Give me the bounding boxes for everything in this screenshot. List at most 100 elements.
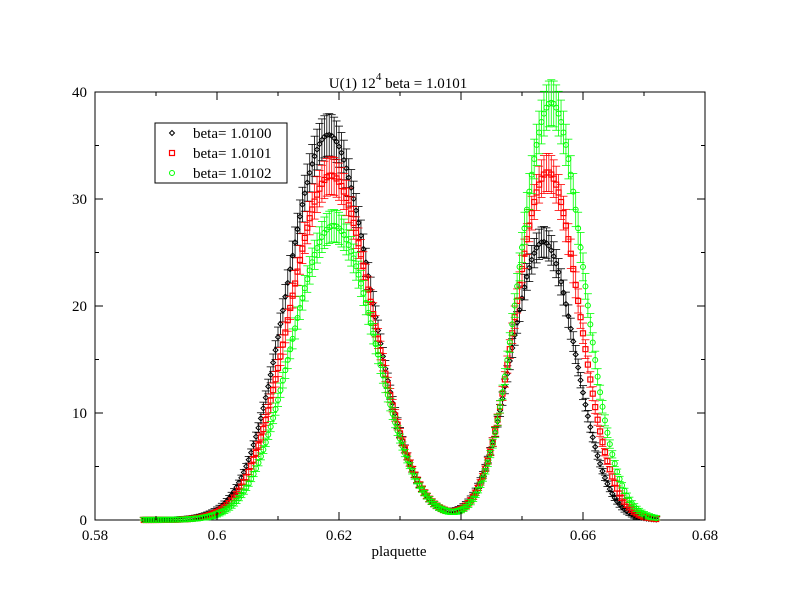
data-point: [597, 389, 604, 396]
legend-label: beta= 1.0102: [193, 166, 271, 182]
data-point: [284, 356, 291, 363]
data-point: [289, 252, 296, 259]
data-point: [552, 260, 560, 267]
data-point: [250, 441, 257, 449]
data-point: [260, 425, 267, 433]
data-point: [477, 481, 484, 488]
data-point: [401, 450, 408, 457]
y-tick-label: 30: [72, 192, 87, 208]
data-point: [311, 153, 318, 160]
data-point: [279, 341, 286, 348]
data-point: [472, 491, 479, 498]
data-point: [492, 429, 499, 436]
data-point: [316, 140, 323, 148]
data-point: [287, 346, 294, 353]
data-point: [394, 427, 401, 434]
data-point: [587, 423, 594, 431]
data-point: [321, 133, 328, 141]
data-point: [528, 256, 535, 263]
data-point: [611, 460, 618, 467]
data-point: [387, 401, 394, 408]
data-point: [601, 449, 609, 456]
data-point: [260, 446, 267, 453]
data-point: [284, 317, 291, 324]
data-point: [299, 201, 306, 208]
data-point: [562, 300, 570, 308]
data-point: [596, 460, 604, 468]
data-point: [570, 188, 577, 195]
data-point: [582, 401, 589, 408]
data-point: [384, 392, 391, 399]
data-point: [262, 439, 269, 446]
data-point: [338, 149, 345, 156]
data-point: [257, 434, 265, 441]
data-point: [306, 169, 313, 177]
data-point: [587, 376, 594, 383]
data-point: [370, 330, 377, 337]
data-point: [574, 364, 582, 371]
data-point: [580, 263, 586, 270]
data-point: [506, 339, 513, 346]
data-point: [582, 346, 589, 353]
data-point: [606, 485, 614, 493]
data-point: [511, 302, 518, 309]
data-point: [575, 297, 582, 305]
data-point: [282, 329, 289, 336]
data-point: [245, 456, 252, 463]
data-point: [296, 213, 304, 220]
data-point: [489, 440, 496, 447]
chart-title-rest: beta = 1.0101: [381, 76, 467, 92]
y-tick-label: 40: [72, 85, 87, 101]
data-point: [653, 515, 660, 522]
data-point: [330, 134, 338, 142]
data-point: [601, 417, 608, 424]
data-point: [609, 451, 616, 458]
data-point: [262, 394, 270, 401]
data-point: [277, 320, 284, 328]
data-point: [335, 143, 343, 150]
data-point: [265, 431, 272, 438]
data-point: [579, 389, 587, 396]
data-point: [604, 429, 611, 436]
legend-label: beta= 1.0100: [193, 126, 271, 142]
data-point: [357, 232, 365, 239]
legend-markers: [168, 129, 176, 176]
data-point: [587, 321, 594, 328]
data-point: [545, 242, 553, 250]
data-point: [482, 468, 489, 475]
data-point: [596, 428, 604, 435]
data-point: [572, 281, 579, 288]
data-point: [594, 452, 601, 459]
data-point: [591, 443, 599, 451]
data-point: [604, 458, 611, 465]
legend-label: beta= 1.0101: [193, 146, 271, 162]
data-point: [494, 417, 501, 424]
data-point: [594, 373, 601, 380]
series-2: [139, 79, 661, 523]
data-point: [501, 373, 508, 380]
data-point: [267, 397, 274, 404]
data-point: [308, 160, 316, 168]
data-point: [501, 383, 509, 390]
chart-title: U(1) 124 beta = 1.0101: [329, 71, 468, 92]
data-point: [516, 263, 523, 270]
data-point: [399, 443, 406, 450]
data-point: [584, 361, 591, 368]
chart-title-superscript: 4: [376, 71, 382, 83]
data-point: [269, 359, 277, 366]
data-point: [355, 219, 362, 227]
data-point: [404, 456, 411, 463]
data-point: [274, 333, 282, 341]
data-point: [579, 330, 587, 337]
data-point: [347, 184, 355, 192]
data-point: [352, 207, 360, 214]
data-layer: [139, 79, 661, 524]
data-point: [511, 331, 518, 339]
data-point: [257, 415, 265, 422]
data-point: [291, 239, 299, 246]
data-point: [252, 433, 260, 440]
data-point: [313, 146, 321, 153]
data-point: [567, 250, 574, 257]
